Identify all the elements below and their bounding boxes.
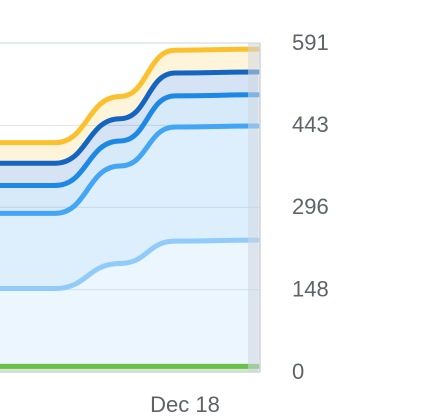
y-tick-label-4: 0	[292, 359, 304, 384]
y-tick-label-0: 591	[292, 30, 329, 55]
series-area-1	[0, 240, 258, 367]
series-line-1	[0, 237, 261, 291]
series-area-2	[0, 125, 258, 289]
series-line-2	[0, 123, 261, 216]
series-area-3	[0, 94, 258, 214]
series-area-5	[0, 49, 258, 164]
axes	[0, 42, 261, 373]
x-tick-label-0: Dec 18	[150, 392, 220, 417]
series-lines	[0, 46, 261, 369]
y-tick-label-2: 296	[292, 194, 329, 219]
y-tick-label-3: 148	[292, 276, 329, 301]
series-line-5	[0, 46, 261, 146]
area-fills	[0, 49, 258, 372]
series-area-4	[0, 71, 258, 186]
hover-highlight-band	[248, 43, 260, 372]
series-line-4	[0, 69, 261, 166]
x-axis-ticks: Dec 18	[150, 392, 220, 417]
hover-band	[248, 43, 260, 372]
y-axis-ticks: 591 443 296 148 0	[292, 30, 329, 384]
y-tick-label-1: 443	[292, 112, 329, 137]
series-line-3	[0, 92, 261, 189]
